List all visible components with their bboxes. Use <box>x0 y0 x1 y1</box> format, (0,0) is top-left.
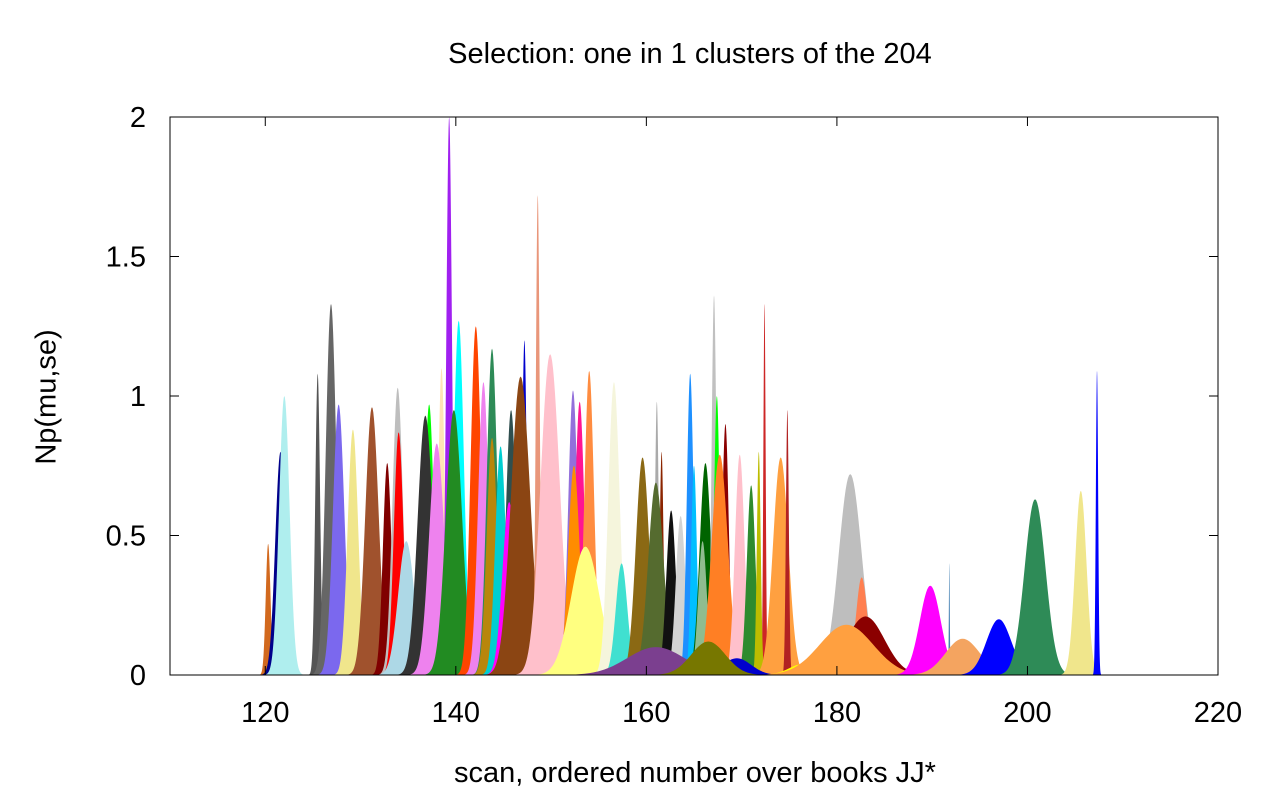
series-area-65 <box>888 585 973 675</box>
x-tick-label: 160 <box>622 697 670 729</box>
y-tick-label: 1.5 <box>106 242 146 274</box>
series-area-45 <box>676 373 704 675</box>
series-area-68 <box>949 619 1049 675</box>
series-group <box>258 117 1104 675</box>
series-area-46 <box>682 465 706 675</box>
series-area-39 <box>615 457 670 675</box>
series-area-61 <box>804 474 896 675</box>
series-area-73 <box>639 641 777 675</box>
series-area-0 <box>258 543 278 675</box>
series-area-11 <box>379 432 418 675</box>
series-area-53 <box>720 454 759 675</box>
series-area-64 <box>739 624 954 675</box>
series-area-70 <box>1057 490 1104 675</box>
series-area-25 <box>479 446 522 675</box>
y-tick-label: 0.5 <box>106 521 146 553</box>
x-tick-label: 120 <box>241 697 289 729</box>
series-area-44 <box>661 515 700 675</box>
series-area-48 <box>685 541 720 675</box>
series-area-55 <box>759 303 770 675</box>
tick-group: 120 140 160 180 200 220 0 0.5 1 1.5 2 <box>106 102 1243 729</box>
series-area-42 <box>625 482 687 675</box>
series-area-21 <box>454 326 497 675</box>
series-area-66 <box>947 563 952 675</box>
series-area-7 <box>331 429 374 675</box>
series-area-12 <box>373 541 439 675</box>
series-area-5 <box>310 303 352 675</box>
series-area-43 <box>652 510 691 675</box>
series-area-56 <box>751 451 767 675</box>
x-tick-label: 200 <box>1003 697 1051 729</box>
series-area-22 <box>462 382 505 675</box>
x-tick-label: 220 <box>1194 697 1242 729</box>
series-area-34 <box>551 465 597 675</box>
x-tick-label: 180 <box>813 697 861 729</box>
series-area-38 <box>598 563 645 675</box>
series-area-18 <box>437 117 461 675</box>
series-area-31 <box>512 354 589 675</box>
series-area-6 <box>315 404 362 675</box>
series-area-57 <box>750 457 812 675</box>
series-area-59 <box>679 658 795 675</box>
series-area-67 <box>894 638 1032 675</box>
x-tick-label: 140 <box>432 697 480 729</box>
series-area-3 <box>308 373 328 675</box>
y-tick-label: 2 <box>130 102 146 134</box>
series-area-9 <box>370 462 405 675</box>
series-area-17 <box>406 443 468 675</box>
series-area-33 <box>560 401 599 675</box>
series-area-29 <box>482 376 559 675</box>
series-area-24 <box>471 437 513 675</box>
chart-title: Selection: one in 1 clusters of the 204 <box>448 38 932 70</box>
series-area-30 <box>530 195 546 675</box>
series-area-72 <box>541 647 771 675</box>
series-area-49 <box>704 295 724 675</box>
series-area-36 <box>528 546 643 675</box>
series-area-20 <box>421 409 487 675</box>
series-area-58 <box>781 409 794 675</box>
series-area-54 <box>734 485 769 675</box>
y-tick-label: 0 <box>130 660 146 692</box>
series-area-2 <box>263 396 306 675</box>
series-area-71 <box>1092 370 1102 675</box>
y-tick-label: 1 <box>130 381 146 413</box>
x-axis-label: scan, ordered number over books JJ* <box>454 757 936 789</box>
series-area-52 <box>687 454 753 675</box>
series-area-35 <box>570 370 609 675</box>
series-area-69 <box>993 499 1077 675</box>
series-area-15 <box>394 415 456 675</box>
series-area-37 <box>591 382 637 675</box>
series-area-8 <box>345 407 399 675</box>
